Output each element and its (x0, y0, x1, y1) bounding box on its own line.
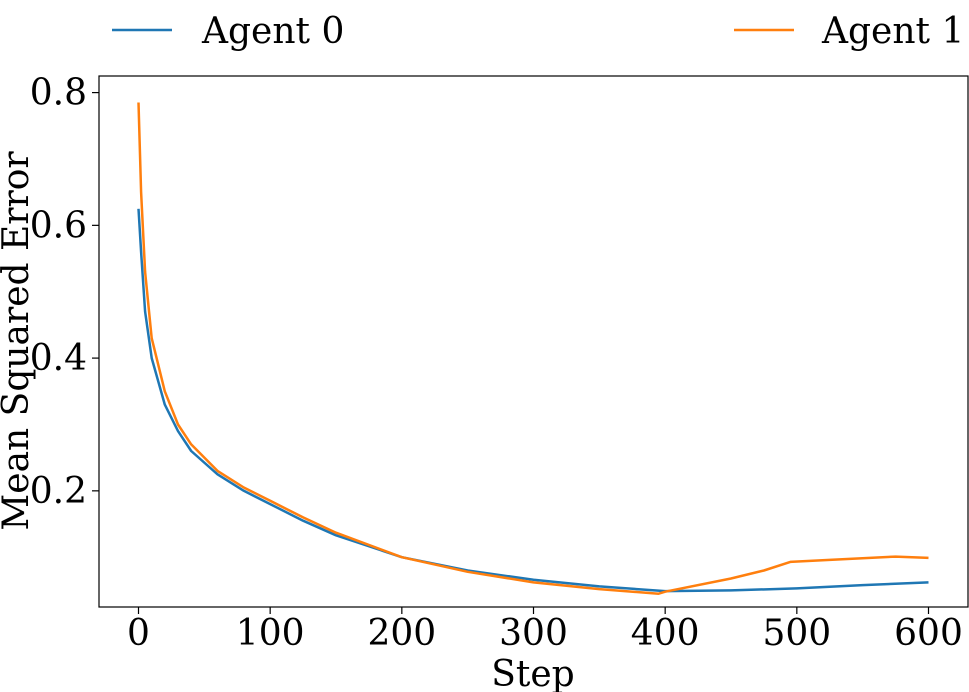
series-line-agent-1 (137, 102, 929, 595)
series-line-agent-0 (137, 208, 929, 593)
y-axis-ticks: 0.2 0.4 0.6 0.8 (30, 73, 99, 512)
x-tick-label: 300 (499, 613, 568, 654)
legend: Agent 0 Agent 1 (112, 11, 964, 52)
y-tick-label: 0.4 (30, 338, 87, 379)
y-axis-title: Mean Squared Error (0, 151, 37, 531)
y-tick-label: 0.2 (30, 471, 87, 512)
legend-label-agent-0: Agent 0 (201, 11, 344, 52)
y-tick-label: 0.8 (30, 73, 87, 114)
legend-label-agent-1: Agent 1 (821, 11, 964, 52)
y-tick-label: 0.6 (30, 205, 87, 246)
x-tick-label: 0 (127, 613, 150, 654)
x-axis-title: Step (491, 654, 574, 692)
x-tick-label: 100 (236, 613, 305, 654)
x-axis-ticks: 0 100 200 300 400 500 600 (127, 607, 963, 654)
x-tick-label: 500 (762, 613, 831, 654)
series-lines (137, 102, 929, 595)
plot-frame (98, 75, 969, 608)
x-tick-label: 200 (367, 613, 436, 654)
x-tick-label: 600 (894, 613, 963, 654)
x-tick-label: 400 (631, 613, 700, 654)
